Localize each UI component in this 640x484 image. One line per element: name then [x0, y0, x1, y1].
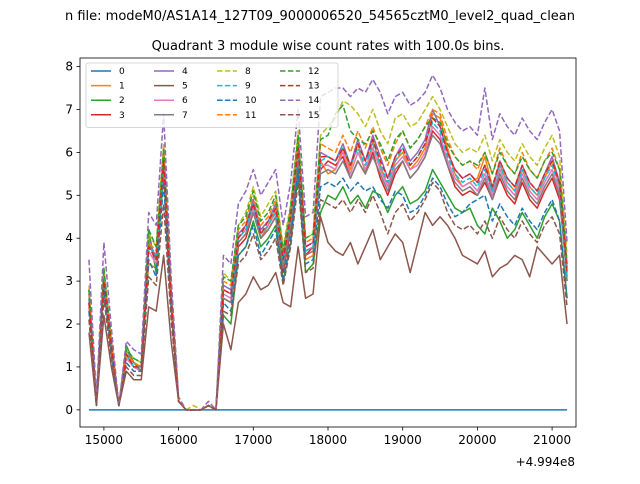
y-tick-label-7: 7	[65, 102, 73, 116]
x-tick-label-15000: 15000	[85, 433, 123, 447]
legend-label-12: 12	[308, 67, 319, 77]
x-tick-label-18000: 18000	[309, 433, 347, 447]
legend-label-6: 6	[182, 96, 188, 106]
legend-label-7: 7	[182, 111, 188, 121]
series-line-13	[88, 117, 568, 411]
y-tick-label-4: 4	[65, 231, 73, 245]
y-tick-label-3: 3	[65, 274, 73, 288]
series-line-1	[88, 113, 568, 411]
series-line-12	[88, 104, 568, 411]
legend-label-5: 5	[182, 82, 188, 92]
legend-label-13: 13	[308, 82, 319, 92]
series-line-14	[88, 74, 568, 411]
x-tick-label-19000: 19000	[384, 433, 422, 447]
legend-label-10: 10	[245, 96, 257, 106]
series-line-8	[88, 95, 568, 411]
series-line-10	[88, 168, 568, 411]
axes: 15000 16000 17000 18000 19000 20000 2100001234…	[65, 57, 577, 447]
y-tick-label-8: 8	[65, 60, 73, 74]
legend-label-8: 8	[245, 67, 251, 77]
y-tick-label-6: 6	[65, 145, 73, 159]
series-line-9	[88, 121, 568, 411]
legend-label-0: 0	[119, 67, 125, 77]
plot-area	[88, 74, 568, 411]
x-axis-offset-label: +4.994e8	[516, 455, 575, 469]
x-tick-label-17000: 17000	[234, 433, 272, 447]
legend-label-3: 3	[119, 111, 125, 121]
legend-label-14: 14	[308, 96, 320, 106]
y-tick-label-2: 2	[65, 317, 73, 331]
x-tick-label-16000: 16000	[160, 433, 198, 447]
legend-label-1: 1	[119, 82, 125, 92]
legend-label-15: 15	[308, 111, 319, 121]
chart-title: Quadrant 3 module wise count rates with …	[152, 39, 505, 54]
series-line-5	[88, 211, 568, 411]
legend-label-9: 9	[245, 82, 251, 92]
y-tick-label-1: 1	[65, 360, 73, 374]
series-lines	[88, 74, 568, 411]
legend-label-2: 2	[119, 96, 125, 106]
series-line-15	[88, 181, 568, 411]
x-tick-label-20000: 20000	[458, 433, 496, 447]
legend-label-4: 4	[182, 67, 188, 77]
x-tick-label-21000: 21000	[533, 433, 571, 447]
figure-suptitle: n file: modeM0/AS1A14_127T09_9000006520_…	[65, 9, 575, 24]
y-tick-label-5: 5	[65, 188, 73, 202]
y-tick-label-0: 0	[65, 403, 73, 417]
legend-label-11: 11	[245, 111, 256, 121]
legend-box	[85, 62, 339, 128]
